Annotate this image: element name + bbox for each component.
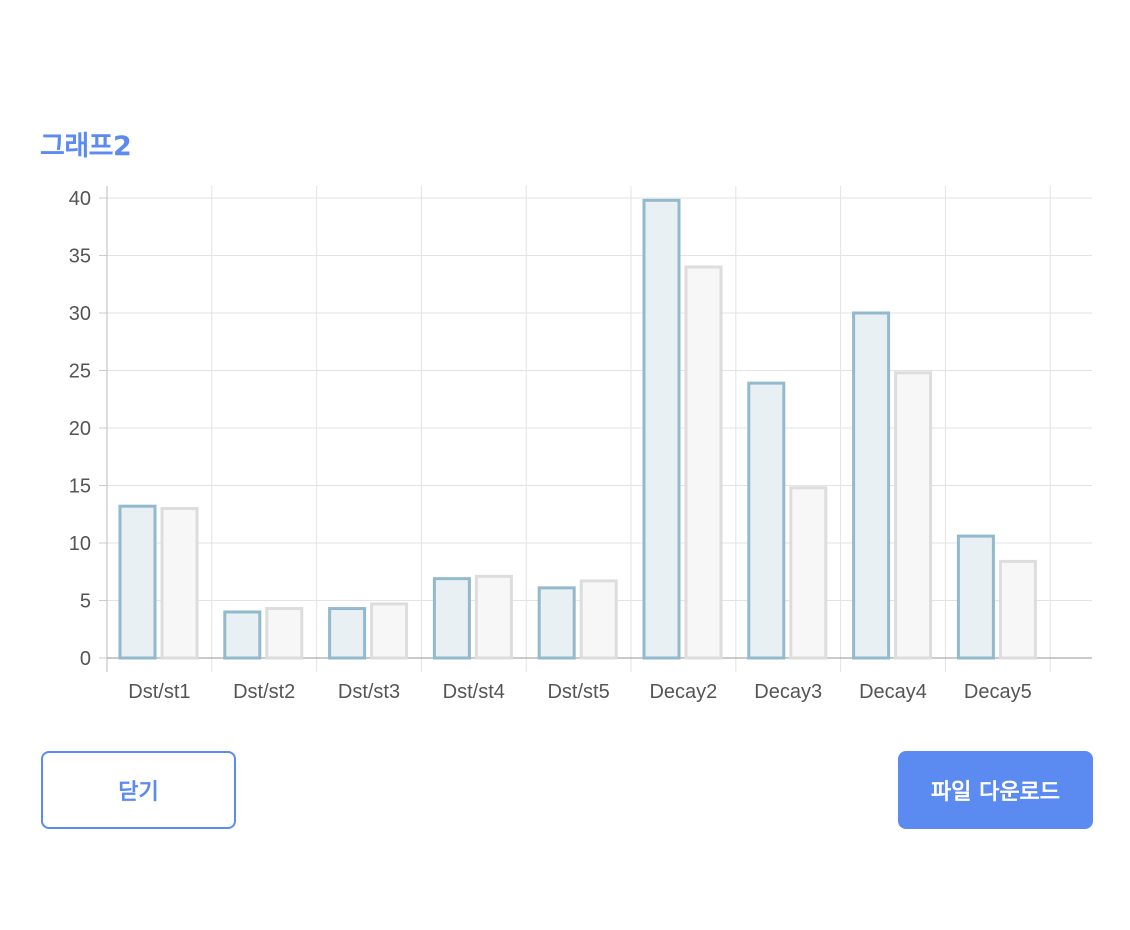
y-tick-label: 10	[69, 533, 91, 555]
bar-series-1-decay4	[852, 311, 891, 660]
bar-series-2-dst-st5	[579, 579, 618, 660]
bar-series-1-dst-st3	[328, 607, 367, 660]
bar-series-2-decay4	[894, 371, 933, 660]
bar-series-2-dst-st1	[160, 507, 199, 660]
bar-series-2-dst-st4	[474, 574, 513, 660]
y-tick-label: 25	[69, 361, 91, 383]
x-tick-label: Dst/st5	[547, 681, 609, 703]
bar-series-1-decay5	[956, 534, 995, 660]
x-tick-label: Dst/st3	[338, 681, 400, 703]
x-tick-label: Decay3	[754, 681, 822, 703]
x-tick-label: Dst/st4	[443, 681, 505, 703]
x-tick-label: Decay5	[964, 681, 1032, 703]
y-tick-label: 20	[69, 418, 91, 440]
x-tick-label: Decay4	[859, 681, 927, 703]
bar-series-2-decay2	[684, 265, 723, 660]
bar-series-1-decay3	[747, 381, 786, 660]
chart-title: 그래프2	[40, 131, 132, 162]
y-tick-label: 35	[69, 246, 91, 268]
download-file-button[interactable]: 파일 다운로드	[898, 751, 1093, 829]
bar-series-1-dst-st5	[537, 586, 576, 660]
bar-series-1-dst-st1	[118, 504, 157, 660]
y-tick-label: 15	[69, 476, 91, 498]
bar-series-2-dst-st3	[370, 602, 409, 660]
y-tick-label: 5	[80, 591, 91, 613]
y-tick-label: 30	[69, 303, 91, 325]
y-tick-label: 0	[80, 648, 91, 670]
bar-series-2-decay5	[998, 559, 1037, 660]
bar-series-1-dst-st4	[432, 577, 471, 660]
bar-series-1-decay2	[642, 198, 681, 660]
close-button[interactable]: 닫기	[41, 751, 236, 829]
bar-series-2-dst-st2	[265, 607, 304, 660]
x-tick-label: Dst/st2	[233, 681, 295, 703]
bar-chart: 0 5 10 15 20 25 30 35 40 Dst/st1 Dst/st2 Dst/st3 Dst…	[69, 186, 1092, 703]
bar-series-2-decay3	[789, 486, 828, 660]
x-tick-label: Dst/st1	[128, 681, 190, 703]
bar-series-1-dst-st2	[223, 610, 262, 660]
y-tick-label: 40	[69, 188, 91, 210]
x-tick-label: Decay2	[649, 681, 717, 703]
